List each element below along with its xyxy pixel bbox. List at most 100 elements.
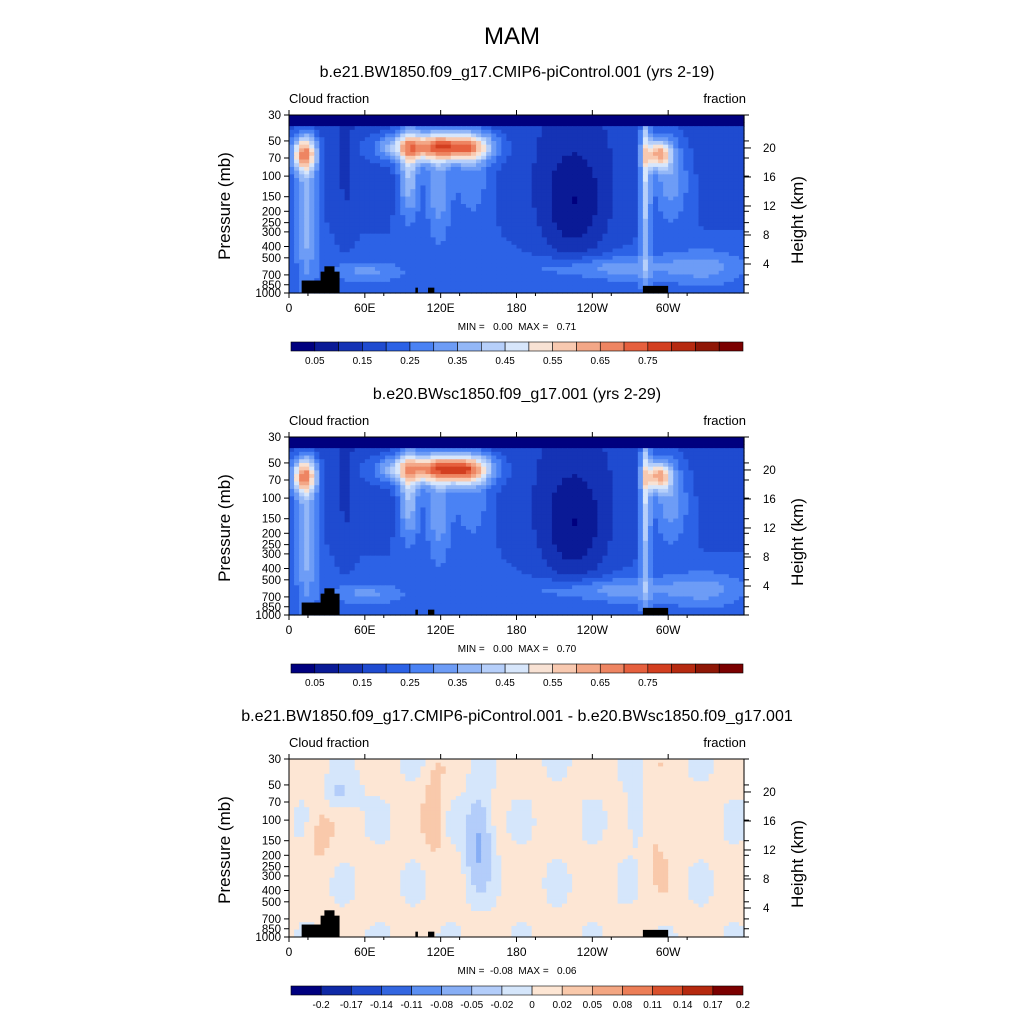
field-cell [678, 178, 684, 183]
field-cell [390, 185, 396, 190]
field-cell [309, 170, 315, 175]
field-cell [364, 448, 371, 453]
field-cell [329, 148, 336, 153]
field-cell [637, 118, 644, 124]
field-cell [380, 233, 386, 238]
field-cell [450, 166, 457, 172]
field-cell [390, 163, 396, 168]
panel-title: b.e21.BW1850.f09_g17.CMIP6-piControl.001… [320, 64, 715, 81]
field-cell [688, 122, 695, 127]
field-cell [476, 166, 482, 172]
field-cell [415, 267, 422, 272]
field-cell [567, 137, 573, 142]
field-cell [364, 278, 371, 283]
field-cell [658, 155, 664, 161]
field-cell [678, 270, 684, 276]
field-cell [481, 192, 487, 198]
field-cell [465, 215, 472, 220]
field-cell [572, 163, 578, 168]
field-cell [587, 437, 593, 442]
field-cell [592, 244, 598, 250]
field-cell [329, 215, 336, 220]
field-cell [718, 222, 725, 227]
field-cell [481, 263, 487, 268]
field-cell [556, 455, 563, 460]
field-cell [435, 152, 442, 157]
field-cell [617, 278, 624, 283]
field-cell [491, 211, 497, 216]
field-cell [577, 274, 583, 279]
field-cell [430, 244, 437, 250]
field-cell [577, 155, 583, 161]
field-cell [572, 274, 578, 279]
field-cell [708, 207, 715, 213]
field-cell [541, 248, 548, 253]
field-cell [491, 200, 497, 205]
field-cell [324, 248, 331, 253]
colorbar-swatch [409, 341, 435, 352]
field-cell [562, 140, 568, 146]
field-cell [380, 204, 386, 209]
field-cell [511, 211, 518, 216]
field-cell [314, 122, 320, 127]
field-cell [471, 200, 477, 205]
field-cell [415, 263, 422, 268]
field-cell [481, 274, 487, 279]
field-cell [688, 215, 695, 220]
field-cell [546, 215, 553, 220]
field-cell [506, 263, 513, 268]
y-tick-label: 850 [262, 280, 281, 292]
field-cell [551, 448, 558, 453]
field-cell [395, 152, 401, 157]
field-cell [546, 211, 553, 216]
field-cell [440, 204, 447, 209]
field-cell [390, 200, 396, 205]
field-cell [723, 451, 730, 457]
field-cell [435, 122, 442, 127]
field-cell [536, 215, 543, 220]
field-cell [390, 289, 396, 294]
field-cell [369, 237, 376, 242]
field-cell [395, 448, 401, 453]
field-cell [511, 196, 518, 201]
field-cell [617, 241, 624, 246]
field-cell [526, 278, 533, 283]
field-cell [359, 237, 366, 242]
field-cell [339, 133, 346, 138]
field-cell [728, 118, 735, 124]
field-cell [299, 278, 305, 283]
field-cell [455, 241, 462, 246]
field-cell [465, 455, 472, 460]
field-cell [374, 174, 381, 179]
field-cell [637, 274, 644, 279]
field-cell [551, 155, 558, 161]
field-cell [587, 166, 593, 172]
field-cell [541, 241, 548, 246]
field-cell [521, 129, 528, 135]
field-cell [683, 196, 689, 201]
field-cell [541, 226, 548, 231]
field-cell [491, 218, 497, 224]
field-cell [637, 207, 644, 213]
field-cell [369, 241, 376, 246]
field-cell [324, 233, 331, 238]
field-cell [556, 140, 563, 146]
field-cell [486, 248, 492, 253]
field-cell [713, 174, 720, 179]
field-cell [653, 170, 659, 175]
field-cell [314, 278, 320, 283]
field-cell [304, 255, 310, 261]
field-cell [713, 248, 720, 253]
field-cell [627, 241, 634, 246]
field-cell [708, 163, 715, 168]
field-cell [562, 289, 568, 294]
field-cell [642, 122, 649, 127]
field-cell [359, 444, 366, 449]
field-cell [516, 133, 523, 138]
field-cell [390, 126, 396, 131]
field-cell [385, 196, 391, 201]
field-cell [380, 281, 386, 287]
field-cell [390, 229, 396, 235]
field-cell [688, 218, 695, 224]
field-cell [617, 129, 624, 135]
